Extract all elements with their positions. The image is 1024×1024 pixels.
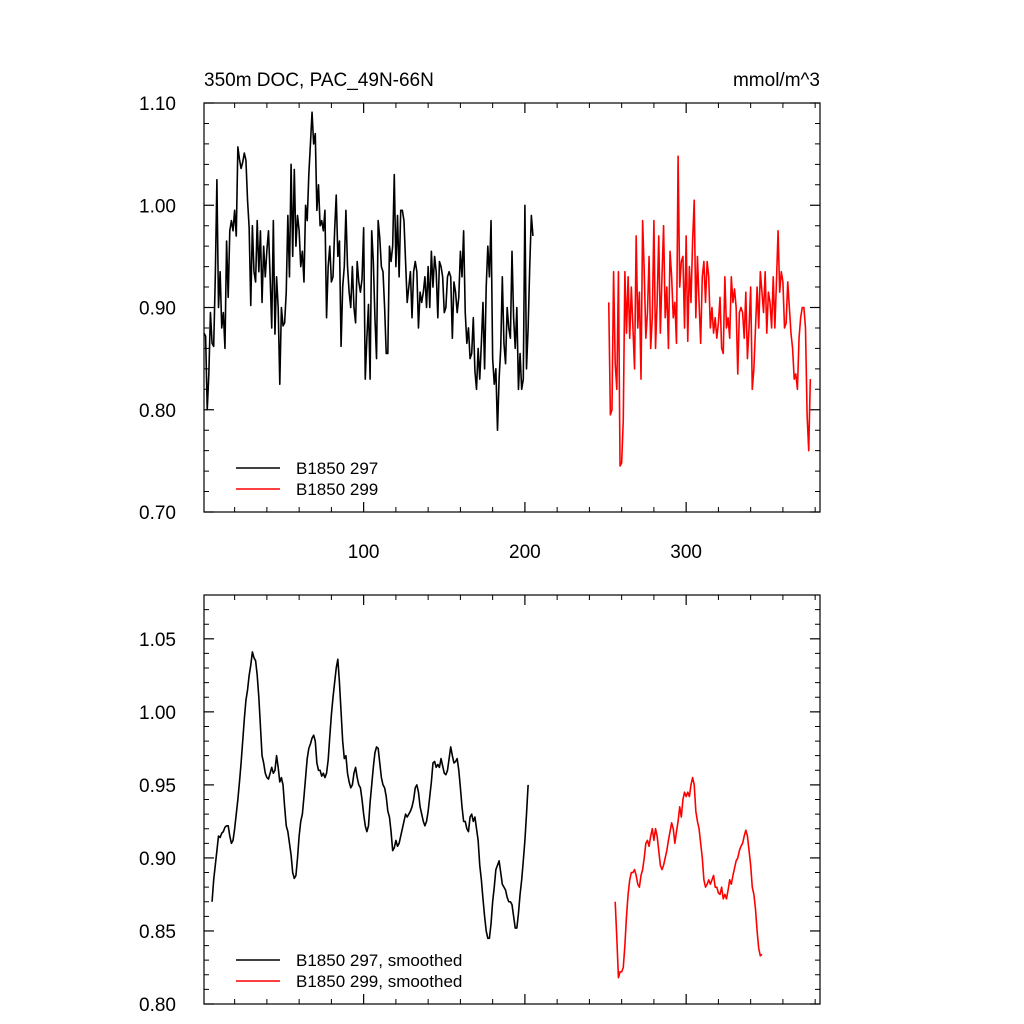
top-ytick-label: 0.70 — [139, 503, 176, 524]
bottom-ytick-label: 1.05 — [139, 630, 176, 651]
top-panel-units: mmol/m^3 — [733, 70, 820, 91]
bottom-minor-ticks — [204, 594, 820, 1004]
top-ytick-label: 0.80 — [139, 401, 176, 422]
top-panel-legend: B1850 297 B1850 299 — [236, 459, 378, 499]
top-legend-label-1: B1850 299 — [296, 480, 378, 499]
top-panel: 350m DOC, PAC_49N-66N mmol/m^3 100 200 300… — [139, 70, 821, 563]
bottom-ytick-label: 0.95 — [139, 776, 176, 797]
top-minor-ticks — [204, 103, 820, 512]
top-legend-label-0: B1850 297 — [296, 459, 378, 478]
top-xtick-label: 300 — [670, 542, 702, 563]
top-panel-frame — [203, 102, 821, 513]
top-series-1-line — [607, 155, 812, 467]
top-ytick-label: 0.90 — [139, 299, 176, 320]
top-panel-title: 350m DOC, PAC_49N-66N — [204, 70, 434, 91]
bottom-legend-label-0: B1850 297, smoothed — [296, 951, 462, 970]
top-ytick-label: 1.00 — [139, 196, 176, 217]
bottom-series-0-line — [211, 651, 529, 940]
bottom-ytick-label: 0.80 — [139, 995, 176, 1016]
bottom-ytick-label: 0.90 — [139, 849, 176, 870]
bottom-legend-label-1: B1850 299, smoothed — [296, 972, 462, 991]
bottom-series-1-line — [614, 776, 763, 979]
bottom-panel-frame — [203, 594, 821, 1005]
bottom-panel: 0.80 0.85 0.90 0.95 1.00 1.05 B1850 297, smoo… — [139, 594, 821, 1016]
bottom-ytick-label: 1.00 — [139, 703, 176, 724]
bottom-panel-legend: B1850 297, smoothed B1850 299, smoothed — [236, 951, 462, 991]
bottom-ytick-label: 0.85 — [139, 922, 176, 943]
top-xtick-label: 100 — [348, 542, 380, 563]
top-ytick-label: 1.10 — [139, 94, 176, 115]
top-xtick-label: 200 — [509, 542, 541, 563]
top-series-0-line — [203, 111, 534, 432]
